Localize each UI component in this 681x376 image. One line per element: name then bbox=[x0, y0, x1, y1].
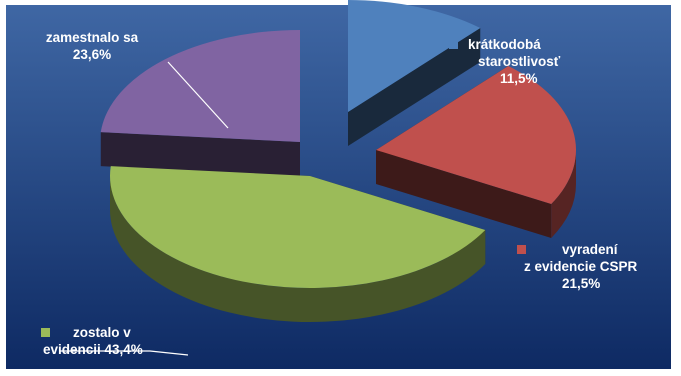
slice-label-line: z evidencie CSPR bbox=[524, 259, 638, 274]
pie-slice-3 bbox=[100, 30, 300, 142]
slice-label-3: zamestnalo sa 23,6% bbox=[46, 30, 139, 62]
legend-marker-1 bbox=[517, 245, 526, 254]
slice-label-0: krátkodobá starostlivosť 11,5% bbox=[468, 37, 561, 86]
pie-slice-side-1-1 bbox=[376, 150, 552, 238]
pie-slice-wall-2-0 bbox=[110, 176, 486, 322]
legend-marker-0 bbox=[449, 40, 458, 49]
slice-label-line: zostalo v bbox=[73, 325, 131, 340]
pie-slice-1 bbox=[376, 65, 576, 204]
slice-label-line: 11,5% bbox=[500, 71, 538, 86]
leader-line-3 bbox=[167, 61, 229, 129]
slice-label-line: krátkodobá bbox=[468, 37, 541, 52]
slice-label-line: zamestnalo sa bbox=[46, 30, 139, 45]
pie-slice-side-0-1 bbox=[348, 27, 481, 146]
slice-label-1: vyradení z evidencie CSPR 21,5% bbox=[524, 242, 638, 291]
pie-slice-side-3-0 bbox=[100, 132, 300, 176]
leader-line-2 bbox=[60, 350, 189, 356]
slice-label-2: zostalo v evidencii 43,4% bbox=[43, 325, 143, 357]
slice-label-line: 21,5% bbox=[562, 276, 600, 291]
pie-slice-2 bbox=[110, 166, 486, 288]
slice-label-line: vyradení bbox=[562, 242, 619, 257]
slice-label-line: 23,6% bbox=[73, 47, 111, 62]
slice-label-line: starostlivosť bbox=[478, 54, 561, 69]
legend-marker-2 bbox=[41, 328, 50, 337]
pie-slice-wall-1-0 bbox=[551, 150, 576, 238]
pie-slice-0 bbox=[348, 0, 481, 112]
slice-label-line: evidencii 43,4% bbox=[43, 342, 143, 357]
